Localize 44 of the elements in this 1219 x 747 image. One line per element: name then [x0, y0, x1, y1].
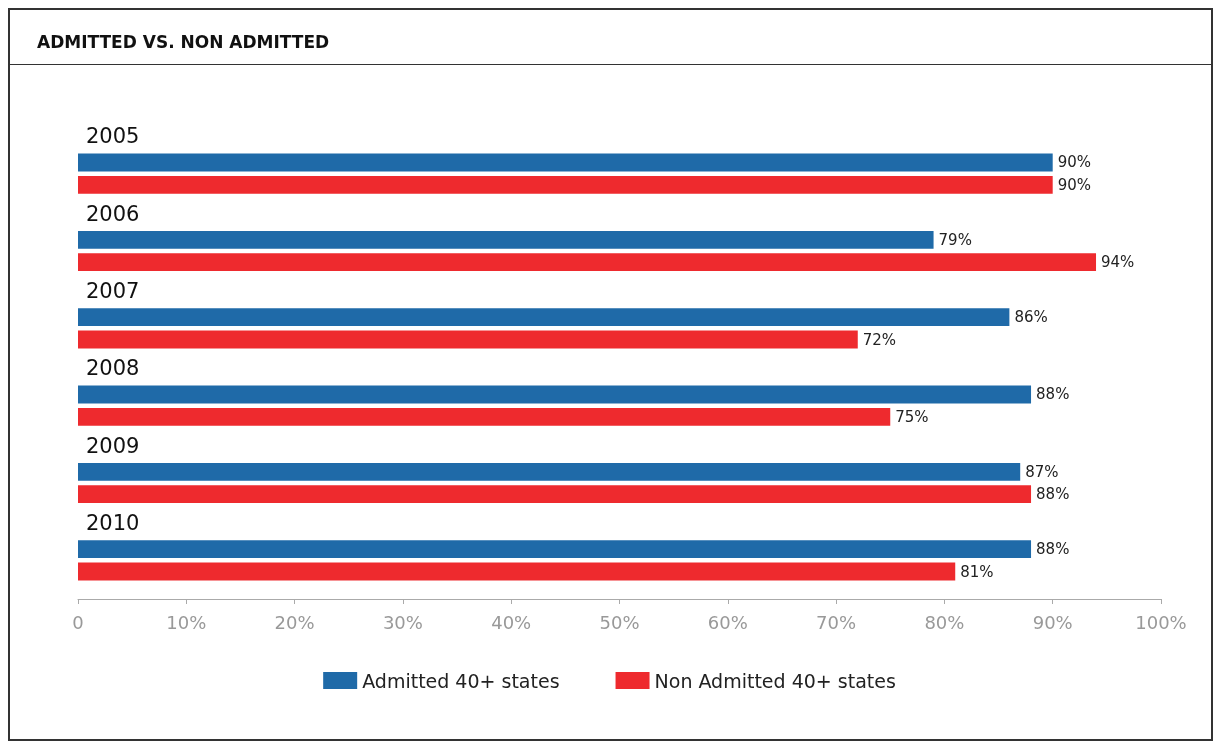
y-tick-label: 2010: [86, 510, 140, 535]
x-tick-label: 30%: [382, 611, 423, 633]
data-label: 94%: [1101, 253, 1135, 272]
y-tick-label: 2008: [86, 356, 140, 381]
x-tick-label: 50%: [599, 611, 640, 633]
y-tick-label: 2009: [86, 433, 140, 458]
data-label: 79%: [938, 230, 972, 249]
bar: [78, 562, 956, 581]
legend-label: Admitted 40+ states: [362, 669, 560, 692]
data-label: 87%: [1025, 462, 1059, 481]
x-tick-label: 60%: [707, 611, 748, 633]
bar: [78, 407, 891, 426]
x-tick-label: 100%: [1135, 611, 1187, 633]
bar: [78, 230, 934, 249]
legend-label: Non Admitted 40+ states: [654, 669, 896, 692]
data-label: 88%: [1036, 540, 1070, 559]
bar: [78, 253, 1097, 272]
data-label: 72%: [862, 330, 897, 349]
x-tick-label: 70%: [816, 611, 857, 633]
bar: [78, 462, 1021, 481]
bar: [78, 330, 858, 349]
data-label: 88%: [1036, 385, 1070, 404]
data-label: 81%: [960, 562, 994, 581]
bar: [78, 385, 1032, 404]
bar: [78, 540, 1032, 559]
y-tick-label: 2007: [86, 278, 140, 303]
bar: [78, 308, 1010, 327]
data-label: 86%: [1014, 308, 1048, 327]
bar: [78, 175, 1053, 194]
x-tick-label: 90%: [1032, 611, 1073, 633]
data-label: 90%: [1057, 175, 1092, 194]
y-tick-label: 2006: [86, 201, 140, 226]
x-tick-label: 20%: [274, 611, 315, 633]
x-tick-label: 80%: [924, 611, 965, 633]
data-label: 75%: [895, 407, 929, 426]
bar: [78, 485, 1032, 504]
data-label: 90%: [1057, 153, 1092, 172]
bar: [78, 153, 1053, 172]
x-tick-label: 0: [72, 611, 84, 633]
chart-title: ADMITTED VS. NON ADMITTED: [37, 31, 330, 52]
y-tick-label: 2005: [86, 124, 140, 149]
x-tick-label: 10%: [166, 611, 207, 633]
data-label: 88%: [1036, 485, 1070, 504]
x-tick-label: 40%: [491, 611, 532, 633]
